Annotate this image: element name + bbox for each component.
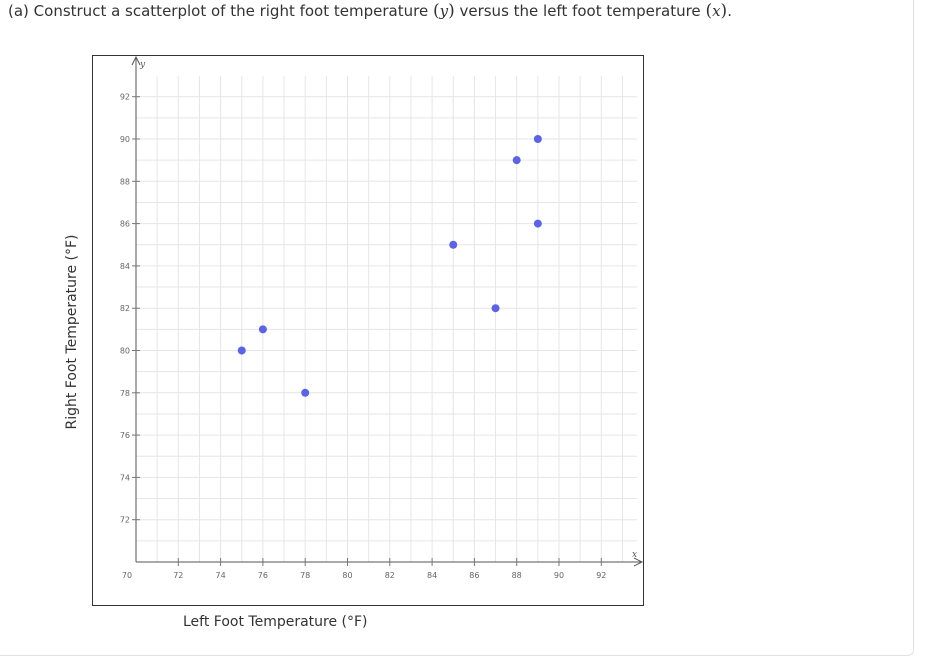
y-tick-label: 90 — [120, 135, 130, 144]
data-point[interactable] — [258, 325, 267, 334]
y-tick-label: 76 — [120, 431, 130, 440]
x-tick-label: 82 — [385, 571, 395, 580]
scatterplot-area[interactable]: x y 70 72 74 76 78 80 82 84 86 88 90 92 72 74 76 78 80 82 84… — [92, 55, 644, 606]
question-suffix: . — [727, 2, 732, 20]
x-tick-label: 78 — [300, 571, 310, 580]
y-tick-label: 82 — [120, 304, 130, 313]
scatterplot-svg: x y 70 72 74 76 78 80 82 84 86 88 90 92 72 74 76 78 80 82 84… — [120, 56, 644, 580]
x-tick-label: 80 — [342, 571, 352, 580]
question-card: (a) Construct a scatterplot of the right… — [0, 0, 914, 656]
y-tick-label: 88 — [120, 177, 130, 186]
x-tick-label: 76 — [258, 571, 268, 580]
x-variable: x — [712, 2, 721, 20]
x-axis-letter: x — [632, 550, 637, 560]
x-tick-label: 70 — [122, 571, 132, 580]
x-tick-label: 92 — [596, 571, 606, 580]
y-variable: y — [439, 2, 449, 20]
y-tick-label: 92 — [120, 93, 130, 102]
y-axis-letter: y — [139, 60, 146, 70]
y-tick-label: 78 — [120, 389, 130, 398]
y-tick-label: 74 — [120, 473, 130, 482]
data-point[interactable] — [301, 388, 310, 397]
y-tick-label: 86 — [120, 220, 130, 229]
x-tick-label: 84 — [427, 571, 437, 580]
x-tick-label: 74 — [216, 571, 226, 580]
question-middle: versus the left foot temperature — [454, 2, 706, 20]
data-point[interactable] — [237, 346, 246, 355]
x-tick-label: 88 — [512, 571, 522, 580]
x-axis-arrow-icon — [633, 557, 644, 567]
x-tick-label: 90 — [554, 571, 564, 580]
data-point[interactable] — [533, 135, 542, 143]
y-axis-title: Right Foot Temperature (°F) — [64, 234, 80, 430]
y-axis-arrow-icon — [131, 56, 141, 66]
question-text: (a) Construct a scatterplot of the right… — [8, 1, 732, 21]
y-tick-label: 80 — [120, 347, 130, 356]
y-tick-label: 72 — [120, 516, 130, 525]
data-point[interactable] — [449, 240, 458, 249]
data-point[interactable] — [491, 304, 500, 313]
data-point[interactable] — [533, 219, 542, 228]
x-tick-label: 72 — [173, 571, 183, 580]
question-prefix: (a) Construct a scatterplot of the right… — [8, 2, 433, 20]
x-tick-label: 86 — [469, 571, 479, 580]
data-point[interactable] — [512, 156, 521, 165]
y-tick-label: 84 — [120, 262, 130, 271]
x-axis-title: Left Foot Temperature (°F) — [183, 614, 368, 630]
